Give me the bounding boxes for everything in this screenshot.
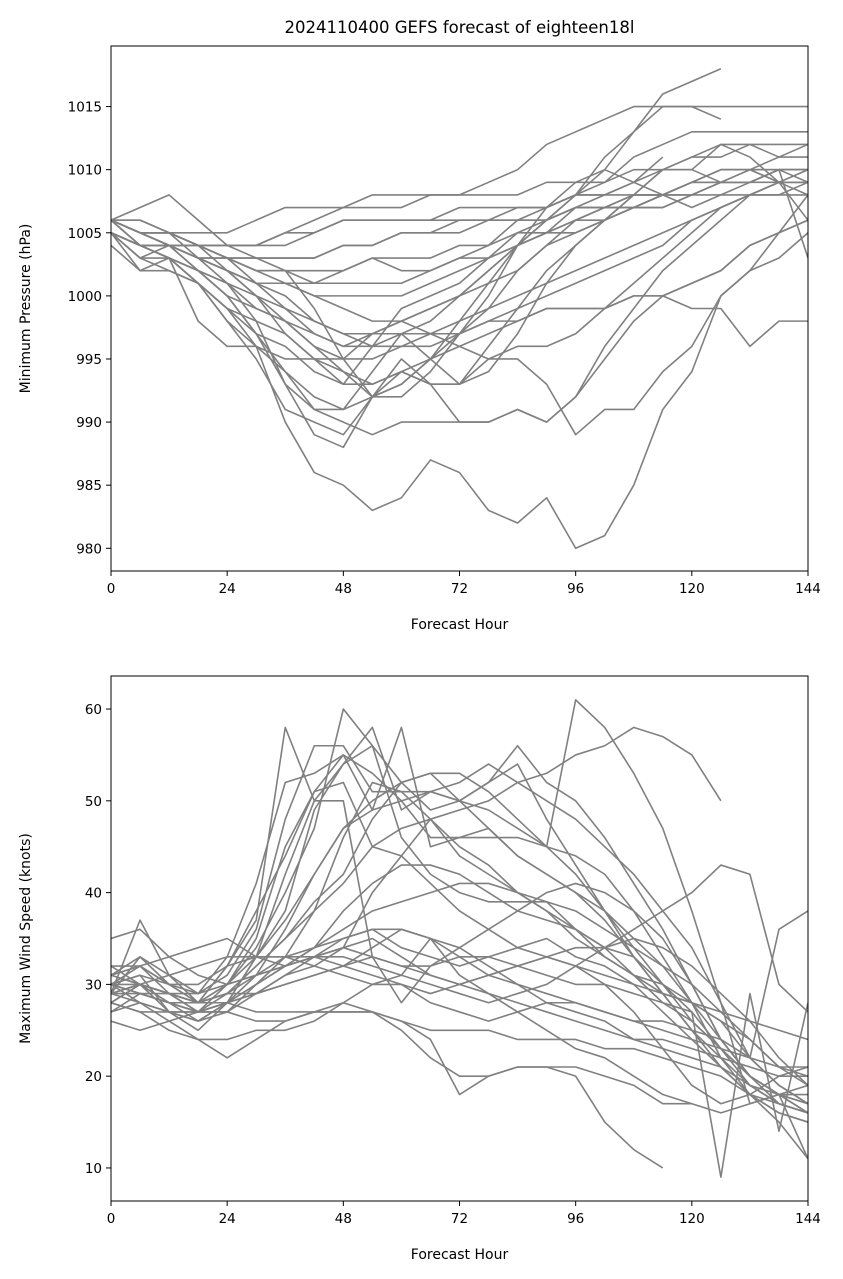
pressure-series-line-25 [111, 156, 664, 297]
chart-title: 2024110400 GEFS forecast of eighteen18l [285, 18, 635, 37]
pressure-x-axis-label: Forecast Hour [411, 617, 509, 633]
pressure-x-tick-label: 0 [107, 581, 116, 597]
wind-x-tick-label: 24 [219, 1211, 236, 1227]
pressure-series-line-23 [111, 67, 722, 398]
pressure-y-tick-label: 1015 [68, 100, 102, 116]
wind-x-tick-label: 96 [567, 1211, 584, 1227]
wind-series-group [111, 699, 808, 1178]
pressure-x-tick-label: 24 [219, 581, 236, 597]
wind-series-line-25 [111, 726, 722, 1004]
pressure-y-tick-label: 1005 [68, 226, 102, 242]
pressure-x-tick-label: 120 [679, 581, 705, 597]
pressure-series-group [111, 67, 808, 550]
pressure-series-line-28 [111, 168, 808, 259]
wind-series-line-14 [111, 855, 808, 1105]
wind-speed-panel: 0 24 48 72 96 120 144 10 20 30 40 50 60 Forecast Hour… [18, 675, 821, 1263]
pressure-y-tick-label: 985 [76, 478, 102, 494]
wind-series-line-23 [111, 1001, 692, 1105]
pressure-y-tick-label: 995 [76, 352, 102, 368]
pressure-x-tick-label: 96 [567, 581, 584, 597]
pressure-y-axis-label: Minimum Pressure (hPa) [18, 224, 34, 394]
pressure-x-tick-label: 144 [795, 581, 821, 597]
wind-y-tick-label: 10 [85, 1161, 102, 1177]
wind-series-line-22 [111, 983, 808, 1160]
wind-x-tick-label: 72 [451, 1211, 468, 1227]
pressure-x-tick-label: 72 [451, 581, 468, 597]
pressure-y-tick-label: 1010 [68, 163, 102, 179]
pressure-y-tick-label: 980 [76, 541, 102, 557]
wind-y-tick-label: 20 [85, 1069, 102, 1085]
wind-x-tick-label: 144 [795, 1211, 821, 1227]
wind-y-axis-label: Maximum Wind Speed (knots) [18, 833, 34, 1044]
pressure-series-line-27 [111, 219, 808, 335]
pressure-y-tick-label: 990 [76, 415, 102, 431]
wind-series-line-29 [111, 928, 808, 1178]
pressure-y-tick-label: 1000 [68, 289, 102, 305]
wind-series-line-24 [111, 992, 664, 1169]
wind-series-line-26 [111, 699, 808, 1160]
pressure-panel: 0 24 48 72 96 120 144 980 985 990 995 1000 1005 1010 1… [18, 45, 821, 633]
pressure-series-line-24 [111, 105, 722, 322]
pressure-series-line-7 [111, 194, 808, 550]
wind-x-tick-label: 48 [335, 1211, 352, 1227]
wind-x-tick-label: 120 [679, 1211, 705, 1227]
wind-y-tick-label: 30 [85, 977, 102, 993]
pressure-x-tick-label: 48 [335, 581, 352, 597]
wind-y-tick-label: 40 [85, 886, 102, 902]
wind-y-tick-label: 50 [85, 794, 102, 810]
wind-x-tick-label: 0 [107, 1211, 116, 1227]
wind-y-tick-label: 60 [85, 702, 102, 718]
wind-series-line-27 [111, 910, 808, 1059]
wind-x-axis-label: Forecast Hour [411, 1247, 509, 1263]
